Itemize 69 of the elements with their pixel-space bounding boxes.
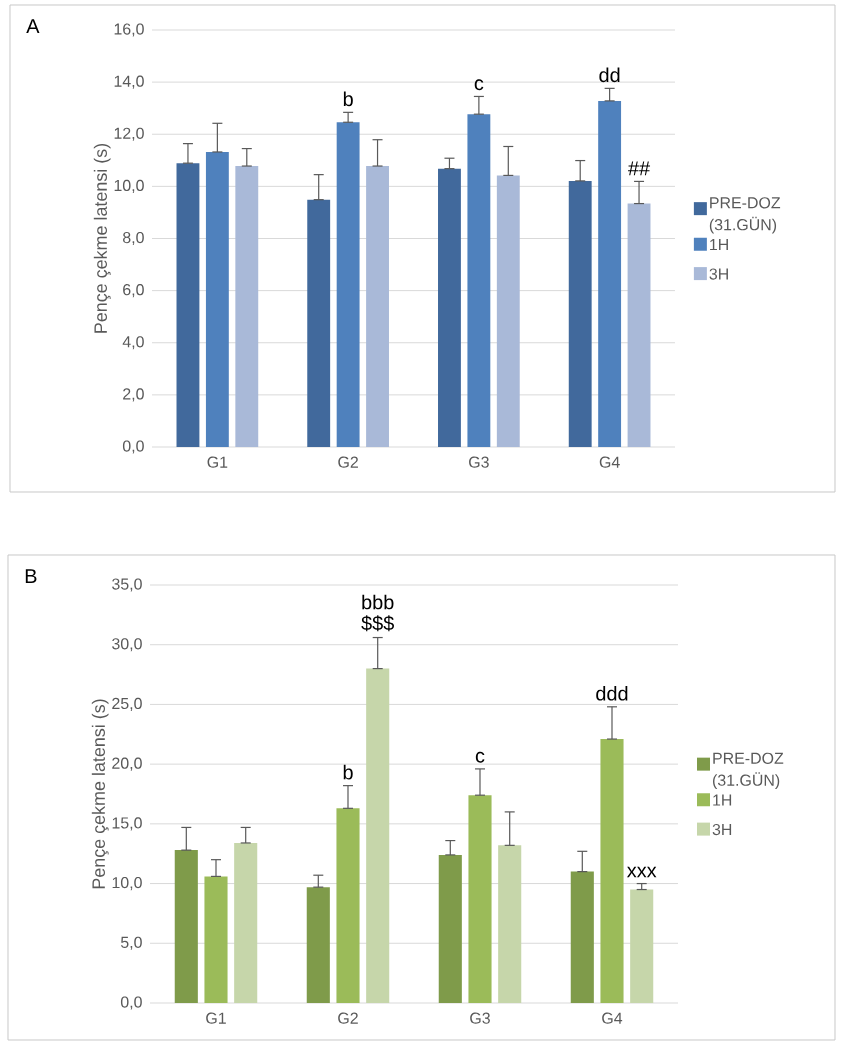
y-tick-label: 20,0 [112,757,142,771]
y-tick-label: 4,0 [122,336,144,350]
bar [366,668,390,1003]
y-tick-label: 8,0 [123,231,144,246]
annotation: xxx [626,866,657,878]
bar [336,808,360,1003]
bar [234,842,258,1003]
bar [496,175,520,447]
x-tick-label: G3 [470,1012,490,1024]
bar [174,850,198,1003]
annotation: ddd [596,685,628,701]
bar [627,203,651,447]
x-tick-label: G1 [207,456,228,468]
y-tick-label: 15,0 [112,817,142,831]
annotation: ## [628,161,651,176]
annotation: b [343,91,353,107]
bar [498,845,522,1003]
bar [205,151,229,447]
text: A [26,19,40,33]
annotation: bbb [362,594,394,610]
y-tick-label: 10,0 [112,876,142,891]
bar [598,100,622,447]
y-axis-title: Pençe çekme latensi (s) [91,699,109,889]
legend-label: 1H [713,794,732,806]
bar [568,180,592,447]
bar [307,199,331,447]
y-tick-label: 16,0 [114,23,144,37]
annotation: c [474,79,484,91]
y-tick-label: 0,0 [122,440,144,454]
bar [204,876,228,1003]
x-tick-label: G4 [599,456,620,468]
annotation: c [475,751,485,763]
bar [570,871,594,1003]
y-tick-label: 0,0 [120,996,142,1010]
x-tick-label: G1 [206,1012,226,1024]
legend-label: 3H [709,268,728,280]
bar [630,889,654,1003]
annotation: b [343,764,353,780]
y-tick-label: 25,0 [112,697,142,711]
y-tick-label: 10,0 [114,179,144,193]
legend-label: 1H [710,239,728,251]
bar [306,887,330,1003]
bar [235,166,259,447]
annotation: $$$ [361,615,394,632]
bar [438,854,462,1003]
y-tick-label: 12,0 [114,127,144,141]
bar [468,795,492,1003]
text: B [25,569,37,583]
y-tick-label: 14,0 [114,75,144,89]
bar [438,168,461,447]
x-tick-label: G3 [469,456,489,468]
bar [366,166,389,447]
y-tick-label: 2,0 [123,388,144,402]
legend-label: 3H [712,823,732,836]
bar [176,163,200,447]
legend-label: PRE-DOZ (31.GÜN) [709,197,781,234]
y-tick-label: 35,0 [112,578,142,592]
x-tick-label: G4 [602,1012,623,1024]
annotation: dd [599,67,620,83]
legend-label: PRE-DOZ (31.GÜN) [713,752,784,789]
y-tick-label: 30,0 [112,638,142,652]
y-tick-label: 6,0 [123,284,144,298]
bar [467,114,491,447]
bar [600,739,624,1003]
y-axis-title: Pençe çekme latensi (s) [93,143,111,333]
y-tick-label: 5,0 [120,936,142,950]
x-tick-label: G2 [338,456,358,468]
x-tick-label: G2 [338,1012,358,1024]
bar [336,122,360,447]
